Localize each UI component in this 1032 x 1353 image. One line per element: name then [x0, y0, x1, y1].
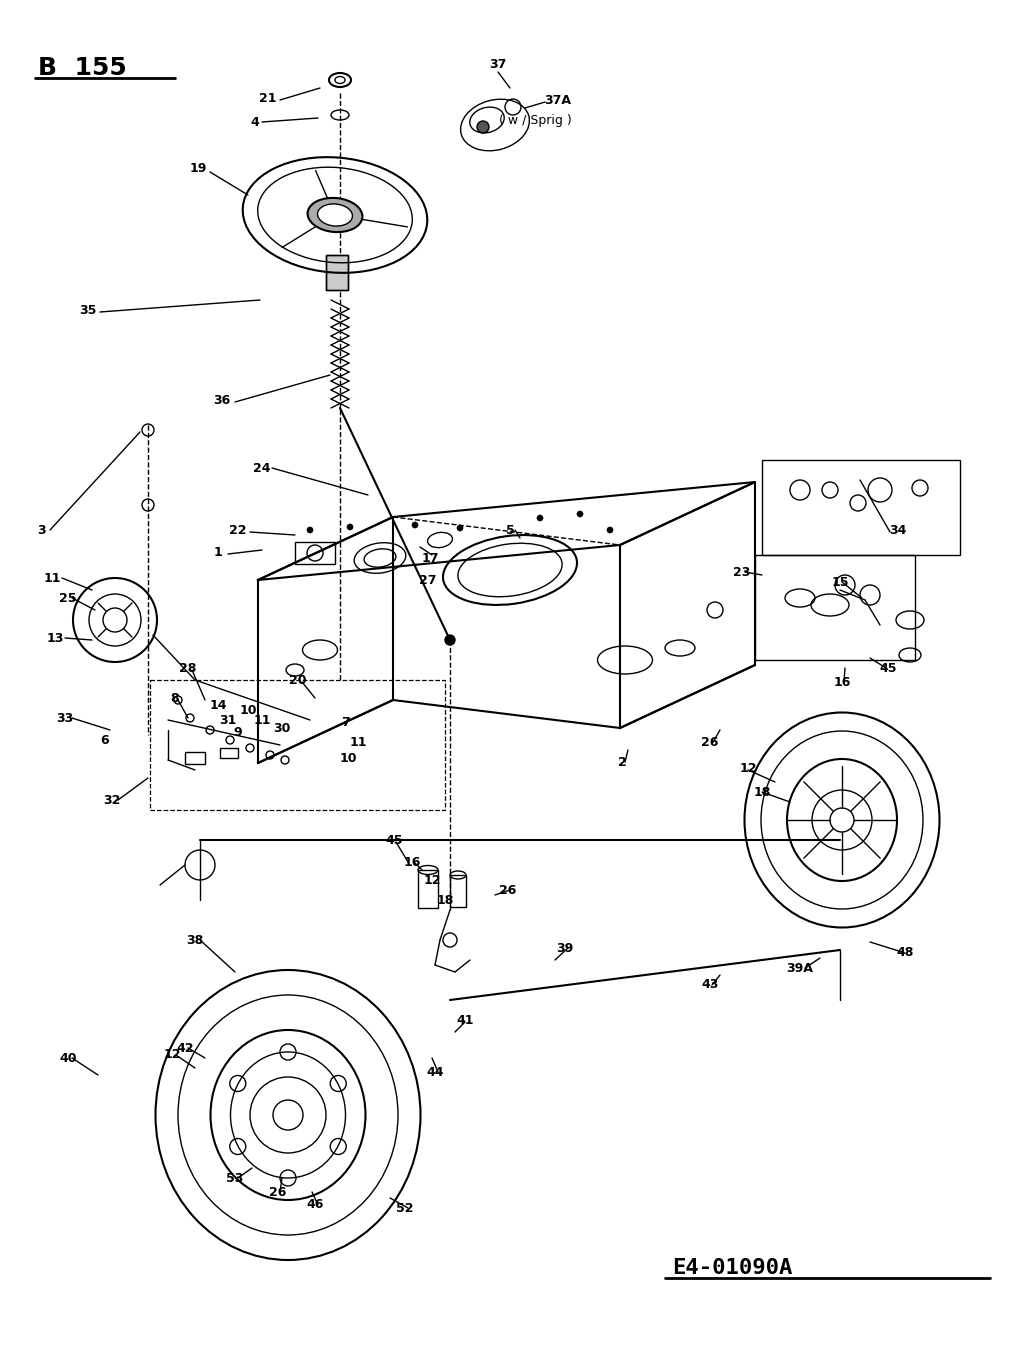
- Circle shape: [477, 120, 489, 133]
- Text: 44: 44: [426, 1066, 444, 1078]
- Text: 11: 11: [43, 571, 61, 584]
- Text: 38: 38: [187, 934, 203, 947]
- Text: 34: 34: [890, 524, 907, 537]
- Text: 14: 14: [209, 698, 227, 712]
- Text: 6: 6: [101, 733, 109, 747]
- Text: 32: 32: [103, 793, 121, 806]
- Text: 10: 10: [239, 704, 257, 717]
- Text: 35: 35: [79, 303, 97, 317]
- Text: 3: 3: [38, 524, 46, 537]
- Text: 45: 45: [385, 833, 402, 847]
- Text: 26: 26: [269, 1185, 287, 1199]
- Text: 26: 26: [702, 736, 718, 748]
- Text: E4-01090A: E4-01090A: [672, 1258, 793, 1279]
- Text: 39A: 39A: [786, 962, 813, 974]
- Text: 28: 28: [180, 662, 197, 675]
- Text: 53: 53: [226, 1172, 244, 1184]
- Bar: [418, 870, 438, 908]
- Text: 41: 41: [456, 1013, 474, 1027]
- Text: 11: 11: [253, 713, 270, 727]
- Text: 9: 9: [233, 725, 243, 739]
- Text: 52: 52: [396, 1201, 414, 1215]
- Text: 20: 20: [289, 674, 307, 686]
- Bar: [755, 555, 915, 660]
- Text: 33: 33: [57, 712, 73, 724]
- Circle shape: [412, 522, 418, 528]
- Text: 45: 45: [879, 662, 897, 675]
- Bar: [326, 254, 348, 290]
- Text: 16: 16: [833, 675, 850, 689]
- Bar: [326, 254, 348, 290]
- Bar: [295, 543, 335, 564]
- Circle shape: [307, 528, 313, 533]
- Text: 7: 7: [341, 716, 350, 728]
- Text: 2: 2: [617, 755, 626, 769]
- Bar: [450, 875, 466, 907]
- Text: 12: 12: [739, 762, 756, 774]
- Text: ( w / Sprig ): ( w / Sprig ): [498, 114, 572, 126]
- Text: 25: 25: [59, 591, 76, 605]
- Text: 16: 16: [404, 855, 421, 869]
- Text: 30: 30: [273, 721, 291, 735]
- Text: 27: 27: [419, 574, 437, 586]
- Circle shape: [607, 528, 613, 533]
- Bar: [220, 748, 238, 758]
- Text: 15: 15: [831, 575, 848, 589]
- Text: 8: 8: [170, 691, 180, 705]
- Text: 21: 21: [259, 92, 277, 104]
- Text: 1: 1: [214, 545, 222, 559]
- Text: 18: 18: [753, 786, 771, 798]
- Text: 37: 37: [489, 57, 507, 70]
- Text: 43: 43: [702, 978, 718, 992]
- Text: 5: 5: [506, 524, 514, 537]
- Text: 10: 10: [340, 751, 357, 764]
- Text: 26: 26: [499, 884, 517, 897]
- Text: 17: 17: [421, 552, 439, 564]
- Text: 36: 36: [214, 394, 230, 406]
- Text: 24: 24: [253, 461, 270, 475]
- Text: 31: 31: [220, 713, 236, 727]
- Text: 11: 11: [349, 736, 366, 748]
- Circle shape: [445, 635, 455, 645]
- Bar: [150, 681, 445, 810]
- Text: 46: 46: [307, 1199, 324, 1211]
- Text: 22: 22: [229, 524, 247, 537]
- Ellipse shape: [308, 198, 362, 233]
- Text: 12: 12: [163, 1049, 181, 1062]
- Text: 39: 39: [556, 942, 574, 954]
- Text: 13: 13: [46, 632, 64, 644]
- Text: 40: 40: [59, 1051, 76, 1065]
- Bar: [185, 752, 205, 764]
- Text: 37A: 37A: [545, 93, 572, 107]
- Text: 42: 42: [176, 1042, 194, 1054]
- Circle shape: [347, 524, 353, 530]
- Text: 4: 4: [251, 115, 259, 129]
- Bar: [762, 460, 960, 555]
- Circle shape: [457, 525, 463, 530]
- Text: 48: 48: [897, 946, 913, 958]
- Text: 18: 18: [437, 893, 454, 907]
- Circle shape: [577, 511, 583, 517]
- Circle shape: [537, 515, 543, 521]
- Text: 23: 23: [734, 566, 750, 579]
- Text: B  155: B 155: [38, 55, 127, 80]
- Text: 19: 19: [189, 161, 206, 175]
- Text: 12: 12: [423, 874, 441, 886]
- Ellipse shape: [318, 204, 353, 226]
